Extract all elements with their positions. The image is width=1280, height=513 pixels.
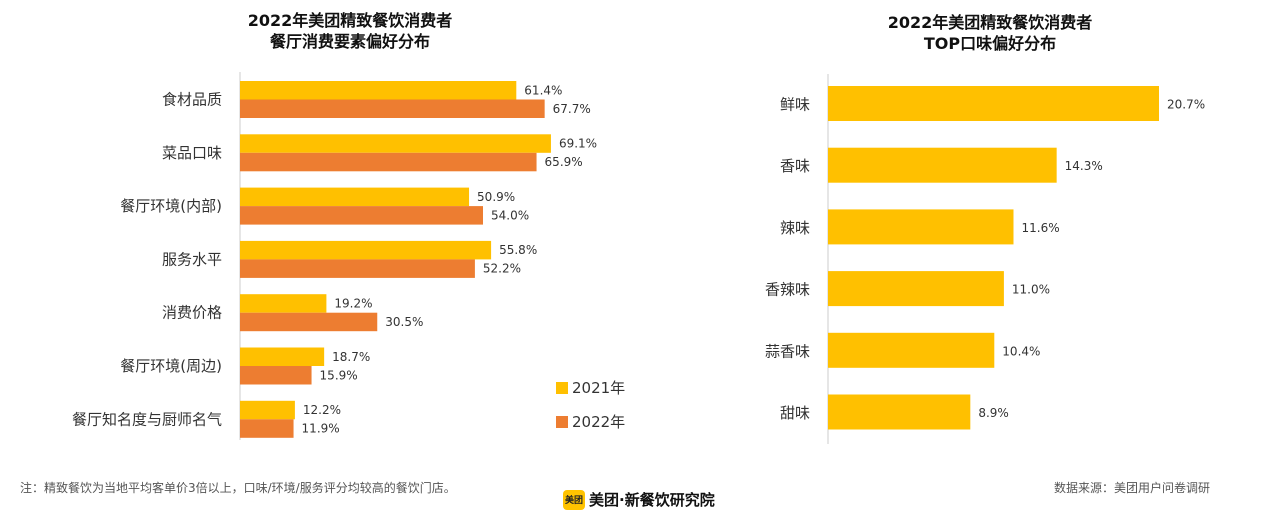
- left-bar-2022: [240, 259, 475, 278]
- left-bar-2022: [240, 99, 545, 118]
- right-chart-title-line1: 2022年美团精致餐饮消费者: [887, 13, 1093, 32]
- left-category-label: 餐厅环境(周边): [120, 357, 222, 375]
- right-bar-value-label: 14.3%: [1065, 159, 1103, 173]
- left-bar-chart: 食材品质 61.4% 67.7% 菜品口味 69.1% 65.9% 餐厅环境(内部) 50.9…: [72, 72, 625, 440]
- right-bar: [828, 86, 1159, 121]
- right-category-label: 鲜味: [780, 96, 810, 114]
- left-bar-2021: [240, 187, 470, 207]
- left-bar-2022: [240, 312, 378, 332]
- left-category-label: 服务水平: [162, 250, 222, 268]
- left-bar-2021: [240, 240, 492, 260]
- left-category-label: 餐厅知名度与厨师名气: [72, 410, 222, 428]
- right-bar: [828, 147, 1057, 183]
- left-bar-value-label: 18.7%: [332, 350, 370, 364]
- data-source: 数据来源：美团用户问卷调研: [1053, 481, 1210, 495]
- right-category-label: 香味: [780, 157, 810, 175]
- legend-swatch: [556, 416, 568, 428]
- left-bar-value-label: 12.2%: [303, 403, 341, 417]
- legend-swatch: [556, 382, 568, 394]
- right-chart-title-line2: TOP口味偏好分布: [923, 34, 1057, 53]
- right-category-label: 蒜香味: [765, 342, 810, 360]
- right-category-label: 辣味: [780, 219, 810, 237]
- left-bar-value-label: 15.9%: [320, 368, 358, 382]
- left-category-label: 菜品口味: [162, 144, 222, 162]
- left-bar-2021: [240, 400, 295, 420]
- left-bar-value-label: 11.9%: [302, 422, 340, 436]
- left-bar-2021: [240, 294, 327, 313]
- right-bar-value-label: 11.0%: [1012, 283, 1050, 297]
- right-bar-value-label: 20.7%: [1167, 98, 1205, 112]
- left-bar-2021: [240, 347, 325, 366]
- brand-footer: 美团 美团·新餐饮研究院: [563, 489, 715, 510]
- right-category-label: 香辣味: [765, 281, 810, 299]
- left-bar-value-label: 30.5%: [385, 315, 423, 329]
- right-bar-value-label: 10.4%: [1002, 344, 1040, 358]
- left-bar-value-label: 67.7%: [553, 102, 591, 116]
- right-chart-title: 2022年美团精致餐饮消费者 TOP口味偏好分布: [830, 12, 1150, 54]
- brand-text: 美团·新餐饮研究院: [589, 491, 715, 509]
- footnote: 注：精致餐饮为当地平均客单价3倍以上，口味/环境/服务评分均较高的餐饮门店。: [20, 481, 456, 495]
- left-chart-title-line2: 餐厅消费要素偏好分布: [269, 32, 430, 51]
- left-bar-value-label: 19.2%: [334, 296, 372, 310]
- left-chart-title-line1: 2022年美团精致餐饮消费者: [247, 11, 453, 30]
- left-bar-value-label: 50.9%: [477, 190, 515, 204]
- left-bar-2022: [240, 366, 312, 385]
- left-bar-2022: [240, 152, 537, 172]
- left-bar-value-label: 61.4%: [524, 83, 562, 97]
- left-bar-2021: [240, 134, 551, 153]
- right-category-label: 甜味: [780, 404, 810, 422]
- left-bar-value-label: 52.2%: [483, 262, 521, 276]
- right-bar-chart: 鲜味 20.7% 香味 14.3% 辣味 11.6% 香辣味 11.0% 蒜香味 10.4% 甜味 8…: [765, 74, 1205, 444]
- left-bar-value-label: 69.1%: [559, 137, 597, 151]
- legend-label: 2022年: [572, 413, 625, 431]
- left-category-label: 食材品质: [162, 91, 222, 109]
- left-bar-value-label: 54.0%: [491, 208, 529, 222]
- right-bar: [828, 394, 971, 430]
- right-bar: [828, 271, 1004, 307]
- meituan-logo: 美团: [563, 489, 585, 510]
- right-bar: [828, 332, 995, 368]
- left-bar-2022: [240, 206, 483, 225]
- left-category-label: 消费价格: [162, 304, 222, 322]
- left-bar-2022: [240, 419, 294, 438]
- left-bar-value-label: 65.9%: [545, 155, 583, 169]
- left-bar-2021: [240, 81, 517, 100]
- left-chart-title: 2022年美团精致餐饮消费者 餐厅消费要素偏好分布: [200, 10, 500, 52]
- right-bar: [828, 209, 1014, 245]
- legend-label: 2021年: [572, 379, 625, 397]
- left-bar-value-label: 55.8%: [499, 243, 537, 257]
- right-bar-value-label: 11.6%: [1021, 221, 1059, 235]
- right-bar-value-label: 8.9%: [978, 406, 1009, 420]
- left-category-label: 餐厅环境(内部): [120, 197, 222, 215]
